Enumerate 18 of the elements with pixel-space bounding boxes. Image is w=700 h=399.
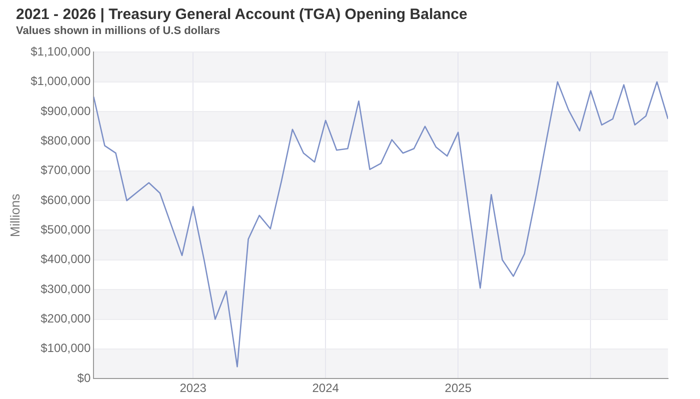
y-tick-label: $1,000,000 bbox=[30, 74, 91, 88]
y-tick-label: $0 bbox=[77, 370, 91, 385]
chart-title: 2021 - 2026 | Treasury General Account (TGA) Opening Balance bbox=[16, 6, 468, 23]
y-tick-label: $400,000 bbox=[40, 252, 91, 266]
y-tick-label: $200,000 bbox=[40, 312, 91, 326]
y-tick-label: $600,000 bbox=[40, 192, 91, 207]
y-tick-label: $900,000 bbox=[40, 104, 91, 118]
y-axis-title: Millions bbox=[7, 193, 22, 238]
y-tick-label: $1,100,000 bbox=[30, 44, 91, 59]
x-tick-label: 2024 bbox=[312, 381, 340, 396]
chart-subtitle: Values shown in millions of U.S dollars bbox=[16, 25, 220, 37]
y-tick-label: $300,000 bbox=[40, 282, 91, 296]
y-tick-label: $700,000 bbox=[40, 163, 91, 178]
y-tick-label: $500,000 bbox=[40, 222, 91, 237]
y-tick-label: $800,000 bbox=[40, 134, 91, 148]
x-tick-label: 2025 bbox=[444, 381, 472, 396]
y-tick-label: $100,000 bbox=[40, 341, 91, 356]
x-tick-label: 2023 bbox=[180, 381, 207, 396]
